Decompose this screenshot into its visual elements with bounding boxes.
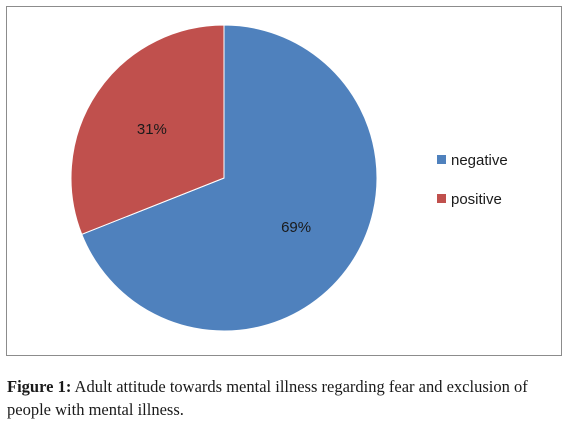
pie-slice-positive (70, 24, 225, 235)
pie-slice-labels: 69% 31% (137, 121, 311, 236)
legend-swatch-positive (437, 194, 446, 203)
chart-frame: 69% 31% negative positive (6, 6, 562, 356)
pie-slices (70, 24, 378, 332)
figure-caption-text: Adult attitude towards mental illness re… (7, 377, 528, 419)
data-label-positive: 31% (137, 121, 167, 138)
legend-swatch-negative (437, 155, 446, 164)
data-label-negative: 69% (281, 219, 311, 236)
pie-slice-negative (81, 24, 378, 332)
legend-label-negative: negative (451, 152, 508, 169)
legend-label-positive: positive (451, 191, 502, 208)
pie-chart: 69% 31% negative positive (70, 24, 508, 332)
figure-caption: Figure 1: Adult attitude towards mental … (7, 375, 567, 421)
legend: negative positive (437, 152, 508, 208)
figure-label: Figure 1: (7, 377, 72, 396)
